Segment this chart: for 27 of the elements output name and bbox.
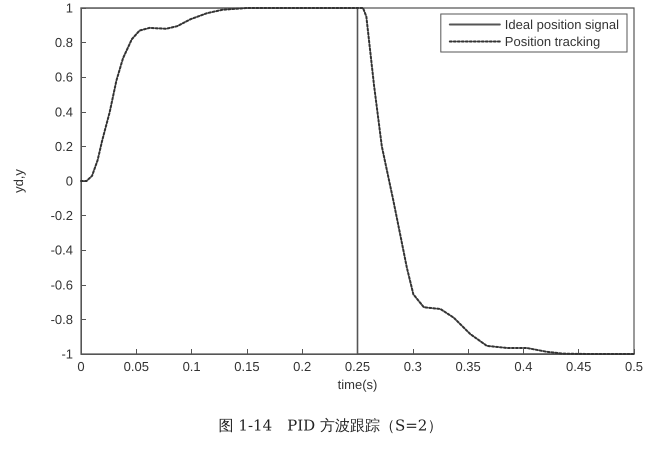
y-tick-label: 0 bbox=[66, 174, 73, 188]
x-tick-label: 0.25 bbox=[344, 359, 370, 374]
y-tick-label: 0.8 bbox=[54, 35, 73, 50]
x-tick-label: 0.2 bbox=[293, 359, 312, 374]
y-tick-label: 0.2 bbox=[54, 138, 73, 154]
x-tick-label: 0.4 bbox=[514, 359, 532, 374]
x-tick-label: 0.05 bbox=[124, 359, 149, 374]
x-tick-label: 0.1 bbox=[182, 359, 201, 374]
x-tick-label: 0 bbox=[77, 359, 85, 374]
legend-label: Position tracking bbox=[504, 34, 600, 49]
x-tick-label: 0.3 bbox=[404, 359, 422, 374]
caption: 图 1-14 PID 方波跟踪（S=2） bbox=[218, 416, 442, 434]
y-tick-label: -0.2 bbox=[50, 208, 73, 224]
y-tick-label: -0.4 bbox=[50, 242, 73, 258]
y-tick-label: -0.8 bbox=[50, 312, 73, 327]
y-tick-label: -0.6 bbox=[50, 277, 73, 292]
y-tick-label: 0.4 bbox=[54, 104, 73, 120]
y-tick-label: 1 bbox=[66, 0, 73, 16]
x-tick-label: 0.5 bbox=[624, 359, 644, 374]
x-axis-title: time(s) bbox=[338, 376, 378, 392]
y-axis-title: yd,y bbox=[11, 168, 26, 193]
y-tick-label: 0.6 bbox=[54, 70, 73, 85]
x-tick-label: 0.45 bbox=[566, 359, 592, 374]
x-tick-label: 0.15 bbox=[234, 359, 260, 374]
legend-label: Ideal position signal bbox=[504, 17, 620, 32]
x-tick-label: 0.35 bbox=[455, 359, 481, 374]
y-tick-label: -1 bbox=[61, 346, 73, 362]
